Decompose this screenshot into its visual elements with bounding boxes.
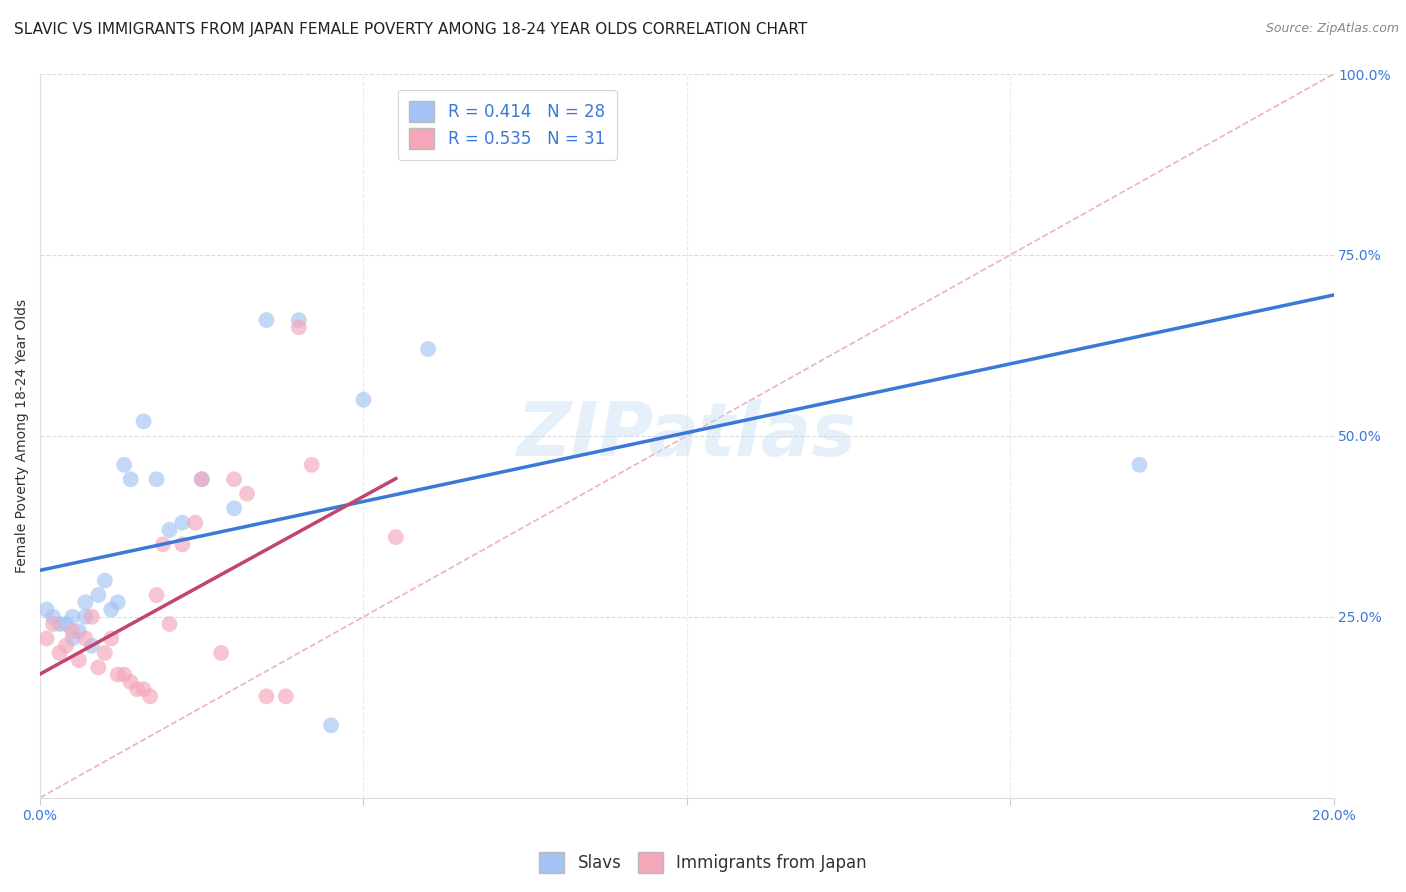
Point [62,632,84,646]
Point [35,602,58,616]
Point [48,646,70,660]
Y-axis label: Female Poverty Among 18-24 Year Olds: Female Poverty Among 18-24 Year Olds [15,299,30,573]
Point [42,617,65,632]
Point [42,609,65,624]
Point [67,653,90,667]
Point [75,632,97,646]
Point [184,516,207,530]
Point [80,609,103,624]
Point [55,639,77,653]
Legend: Slavs, Immigrants from Japan: Slavs, Immigrants from Japan [533,846,873,880]
Legend: R = 0.414   N = 28, R = 0.535   N = 31: R = 0.414 N = 28, R = 0.535 N = 31 [398,89,617,161]
Point [159,523,181,537]
Point [172,516,194,530]
Point [75,595,97,609]
Point [87,660,110,674]
Point [132,682,155,697]
Point [256,690,278,704]
Point [132,414,155,428]
Point [209,646,232,660]
Point [224,501,246,516]
Point [35,632,58,646]
Point [353,392,375,407]
Text: SLAVIC VS IMMIGRANTS FROM JAPAN FEMALE POVERTY AMONG 18-24 YEAR OLDS CORRELATION: SLAVIC VS IMMIGRANTS FROM JAPAN FEMALE P… [14,22,807,37]
Point [288,313,311,327]
Point [107,667,129,681]
Point [48,617,70,632]
Point [301,458,323,472]
Point [139,690,162,704]
Point [100,602,122,616]
Point [80,639,103,653]
Point [172,537,194,551]
Point [55,617,77,632]
Point [321,718,343,732]
Point [62,624,84,639]
Point [100,632,122,646]
Point [120,674,142,689]
Point [94,574,117,588]
Point [145,472,167,486]
Point [1128,458,1150,472]
Point [127,682,149,697]
Point [224,472,246,486]
Point [274,690,297,704]
Text: ZIPatlas: ZIPatlas [517,400,856,473]
Point [112,458,135,472]
Point [67,624,90,639]
Point [94,646,117,660]
Point [288,320,311,334]
Point [385,530,408,544]
Point [236,487,259,501]
Point [75,609,97,624]
Point [159,617,181,632]
Point [191,472,214,486]
Text: Source: ZipAtlas.com: Source: ZipAtlas.com [1265,22,1399,36]
Point [152,537,174,551]
Point [112,667,135,681]
Point [87,588,110,602]
Point [62,609,84,624]
Point [191,472,214,486]
Point [120,472,142,486]
Point [256,313,278,327]
Point [145,588,167,602]
Point [418,342,440,356]
Point [107,595,129,609]
